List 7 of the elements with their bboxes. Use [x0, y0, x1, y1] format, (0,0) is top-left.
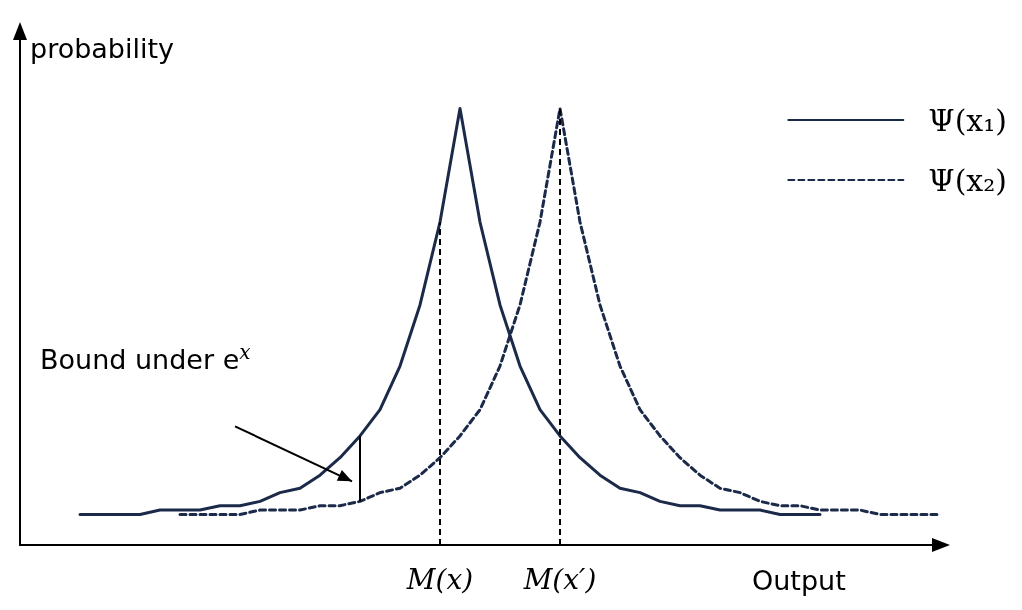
x-axis-title: Output — [752, 565, 846, 596]
legend-label: Ψ(x₂) — [928, 162, 1008, 198]
legend-label: Ψ(x₁) — [928, 102, 1008, 138]
annotation: Bound under e$^{x}$ — [40, 340, 251, 375]
x-tick-label: M(x′) — [522, 562, 597, 596]
y-axis-title: probability — [30, 33, 175, 64]
x-tick-label: M(x) — [405, 562, 474, 596]
